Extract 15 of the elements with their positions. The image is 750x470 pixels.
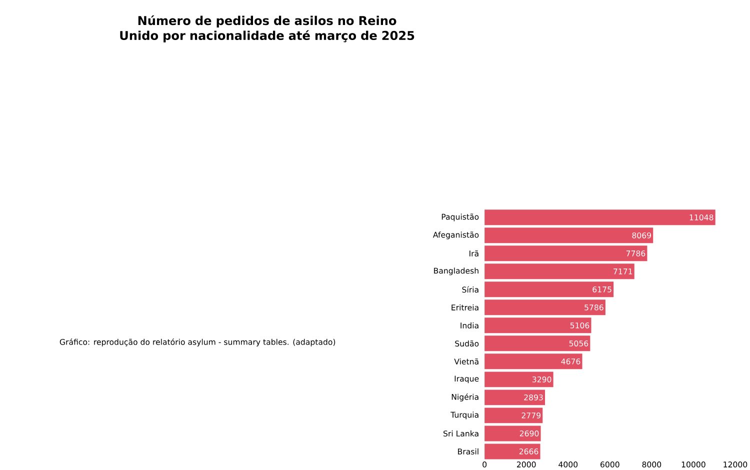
bar [484,408,543,424]
bar [484,354,582,370]
bar [484,246,648,262]
bar [484,318,592,334]
bar [484,372,554,388]
bar [484,426,541,442]
bar [484,336,590,352]
bar [484,228,654,244]
bar [484,390,546,406]
bar [484,210,716,226]
bar [484,300,606,316]
bar [484,444,540,460]
text: Número de pedidos de asilos no Reino Unido por nacionalidade até março de 2025 [120,15,414,42]
bar [484,282,614,298]
bar [484,264,634,280]
